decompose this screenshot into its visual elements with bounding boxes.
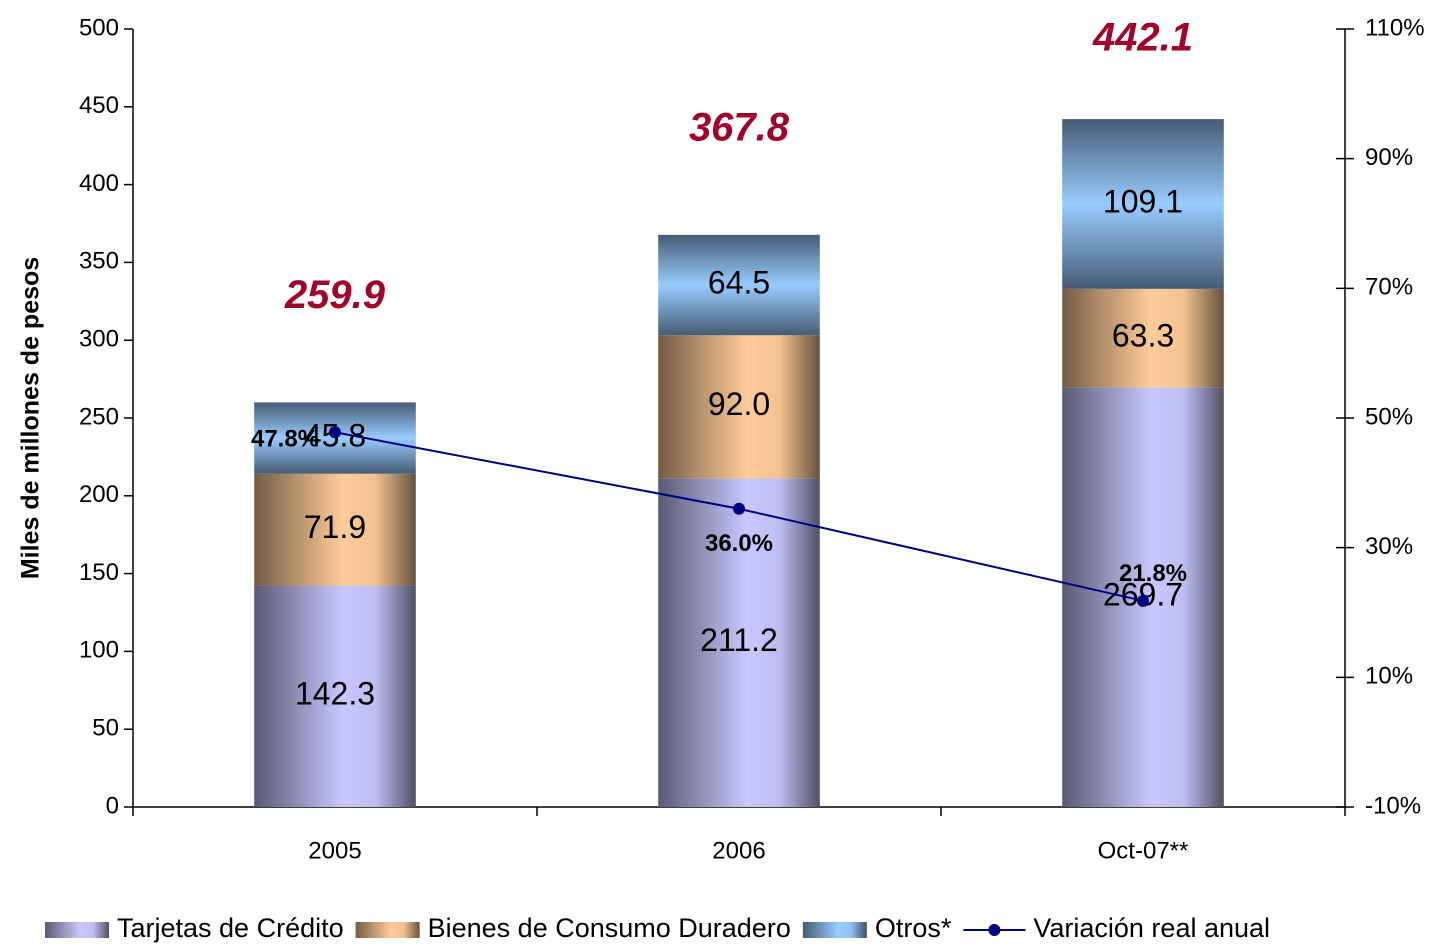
legend-swatch (355, 922, 420, 938)
bar-segment (658, 234, 820, 336)
y2-tick-label: 90% (1365, 144, 1413, 171)
y-tick-label: 500 (79, 14, 119, 41)
legend-label: Otros* (875, 913, 952, 943)
line-value-label: 47.8% (251, 426, 319, 453)
segment-label: 109.1 (1103, 183, 1183, 219)
y-tick-label: 250 (79, 403, 119, 430)
segment-label: 64.5 (708, 264, 770, 300)
line-value-label: 36.0% (705, 530, 773, 557)
y-tick-label: 150 (79, 559, 119, 586)
y-tick-label: 50 (92, 715, 119, 742)
bar-segment (658, 478, 820, 807)
line-marker (329, 426, 341, 439)
x-tick-label: 2005 (308, 837, 361, 864)
segment-label: 63.3 (1112, 318, 1174, 354)
line-marker (733, 502, 745, 515)
legend-swatch (802, 922, 867, 938)
y2-tick-label: 70% (1365, 274, 1413, 301)
bar-segment (1062, 119, 1224, 289)
legend-label: Bienes de Consumo Duradero (428, 913, 791, 943)
y-tick-label: 200 (79, 481, 119, 508)
bar-segment (254, 473, 416, 586)
y-tick-label: 0 (106, 792, 119, 819)
segment-label: 142.3 (295, 676, 375, 712)
y-tick-label: 400 (79, 170, 119, 197)
segment-label: 211.2 (700, 622, 778, 658)
y-axis-label: Miles de millones de pesos (17, 257, 45, 579)
y-tick-label: 350 (79, 248, 119, 275)
line-value-label: 21.8% (1119, 560, 1187, 587)
y-tick-label: 100 (79, 637, 119, 664)
x-tick-label: 2006 (712, 837, 765, 864)
y-tick-label: 300 (79, 326, 119, 353)
segment-label: 92.0 (708, 386, 770, 422)
total-label: 259.9 (284, 273, 386, 317)
y2-tick-label: 10% (1365, 663, 1413, 690)
y2-tick-label: 50% (1365, 403, 1413, 430)
bar-segment (658, 335, 820, 479)
segment-label: 71.9 (304, 509, 366, 545)
y2-tick-label: 30% (1365, 533, 1413, 560)
legend-swatch (45, 922, 109, 938)
legend-label: Tarjetas de Crédito (117, 913, 344, 943)
y2-tick-label: 110% (1365, 14, 1425, 41)
y-tick-label: 450 (79, 92, 119, 119)
y2-tick-label: -10% (1365, 792, 1421, 819)
total-label: 442.1 (1092, 16, 1193, 60)
bar-segment (254, 585, 416, 807)
x-tick-label: Oct-07** (1098, 837, 1189, 864)
bar-segment (1062, 288, 1224, 388)
total-label: 367.8 (689, 105, 790, 149)
legend-marker (988, 924, 1001, 936)
line-marker (1137, 594, 1149, 607)
legend-label: Variación real anual (1033, 913, 1270, 943)
